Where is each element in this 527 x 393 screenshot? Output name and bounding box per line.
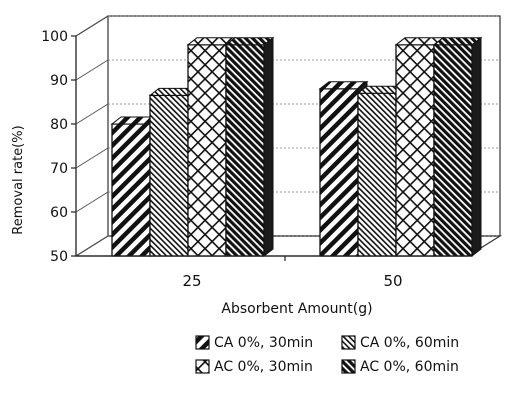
legend-item: CA 0%, 60min	[341, 335, 459, 351]
legend-swatch	[195, 359, 210, 374]
bar-front	[395, 44, 435, 257]
bars	[110, 36, 483, 258]
x-tick-label: 25	[182, 272, 201, 290]
legend-label: AC 0%, 60min	[360, 359, 459, 375]
bar-front	[111, 123, 151, 257]
x-axis-label: Absorbent Amount(g)	[221, 301, 372, 317]
legend-item: AC 0%, 60min	[341, 359, 459, 375]
y-axis-label: Removal rate(%)	[11, 125, 26, 234]
legend-swatch	[341, 335, 356, 350]
legend-label: CA 0%, 30min	[214, 335, 313, 351]
bar	[224, 36, 275, 258]
legend-item: CA 0%, 30min	[195, 335, 313, 351]
bar-front	[433, 44, 473, 257]
x-axis: 25 50	[76, 255, 468, 290]
bar-front	[357, 92, 397, 257]
legend-swatch	[341, 359, 356, 374]
y-tick-label: 80	[50, 117, 68, 133]
gridline-side	[75, 15, 109, 37]
bar-front	[149, 94, 189, 257]
bar-front	[187, 44, 227, 257]
bar-top	[224, 37, 275, 46]
y-tick-label: 90	[50, 73, 68, 89]
y-tick-label: 60	[50, 205, 68, 221]
gridline-side	[75, 147, 109, 169]
y-tick-label: 70	[50, 161, 68, 177]
bar-top	[432, 37, 483, 46]
bar-top	[318, 81, 369, 90]
legend-label: AC 0%, 30min	[214, 359, 313, 375]
gridline-side	[75, 103, 109, 125]
gridline-side	[75, 59, 109, 81]
legend-label: CA 0%, 60min	[360, 335, 459, 351]
bar-side	[471, 36, 482, 258]
y-tick-label: 100	[41, 29, 68, 45]
legend: CA 0%, 30min CA 0%, 60min AC 0%, 30min AC 0…	[195, 335, 459, 375]
legend-swatch	[195, 335, 210, 350]
legend-item: AC 0%, 30min	[195, 359, 313, 375]
gridline-side	[75, 191, 109, 213]
bar	[432, 36, 483, 258]
bar-front	[225, 44, 265, 257]
gridline-side	[75, 235, 109, 257]
x-tick-label: 50	[383, 272, 402, 290]
bar-front	[319, 88, 359, 257]
y-tick-label: 50	[50, 249, 68, 265]
bar-side	[263, 36, 274, 258]
